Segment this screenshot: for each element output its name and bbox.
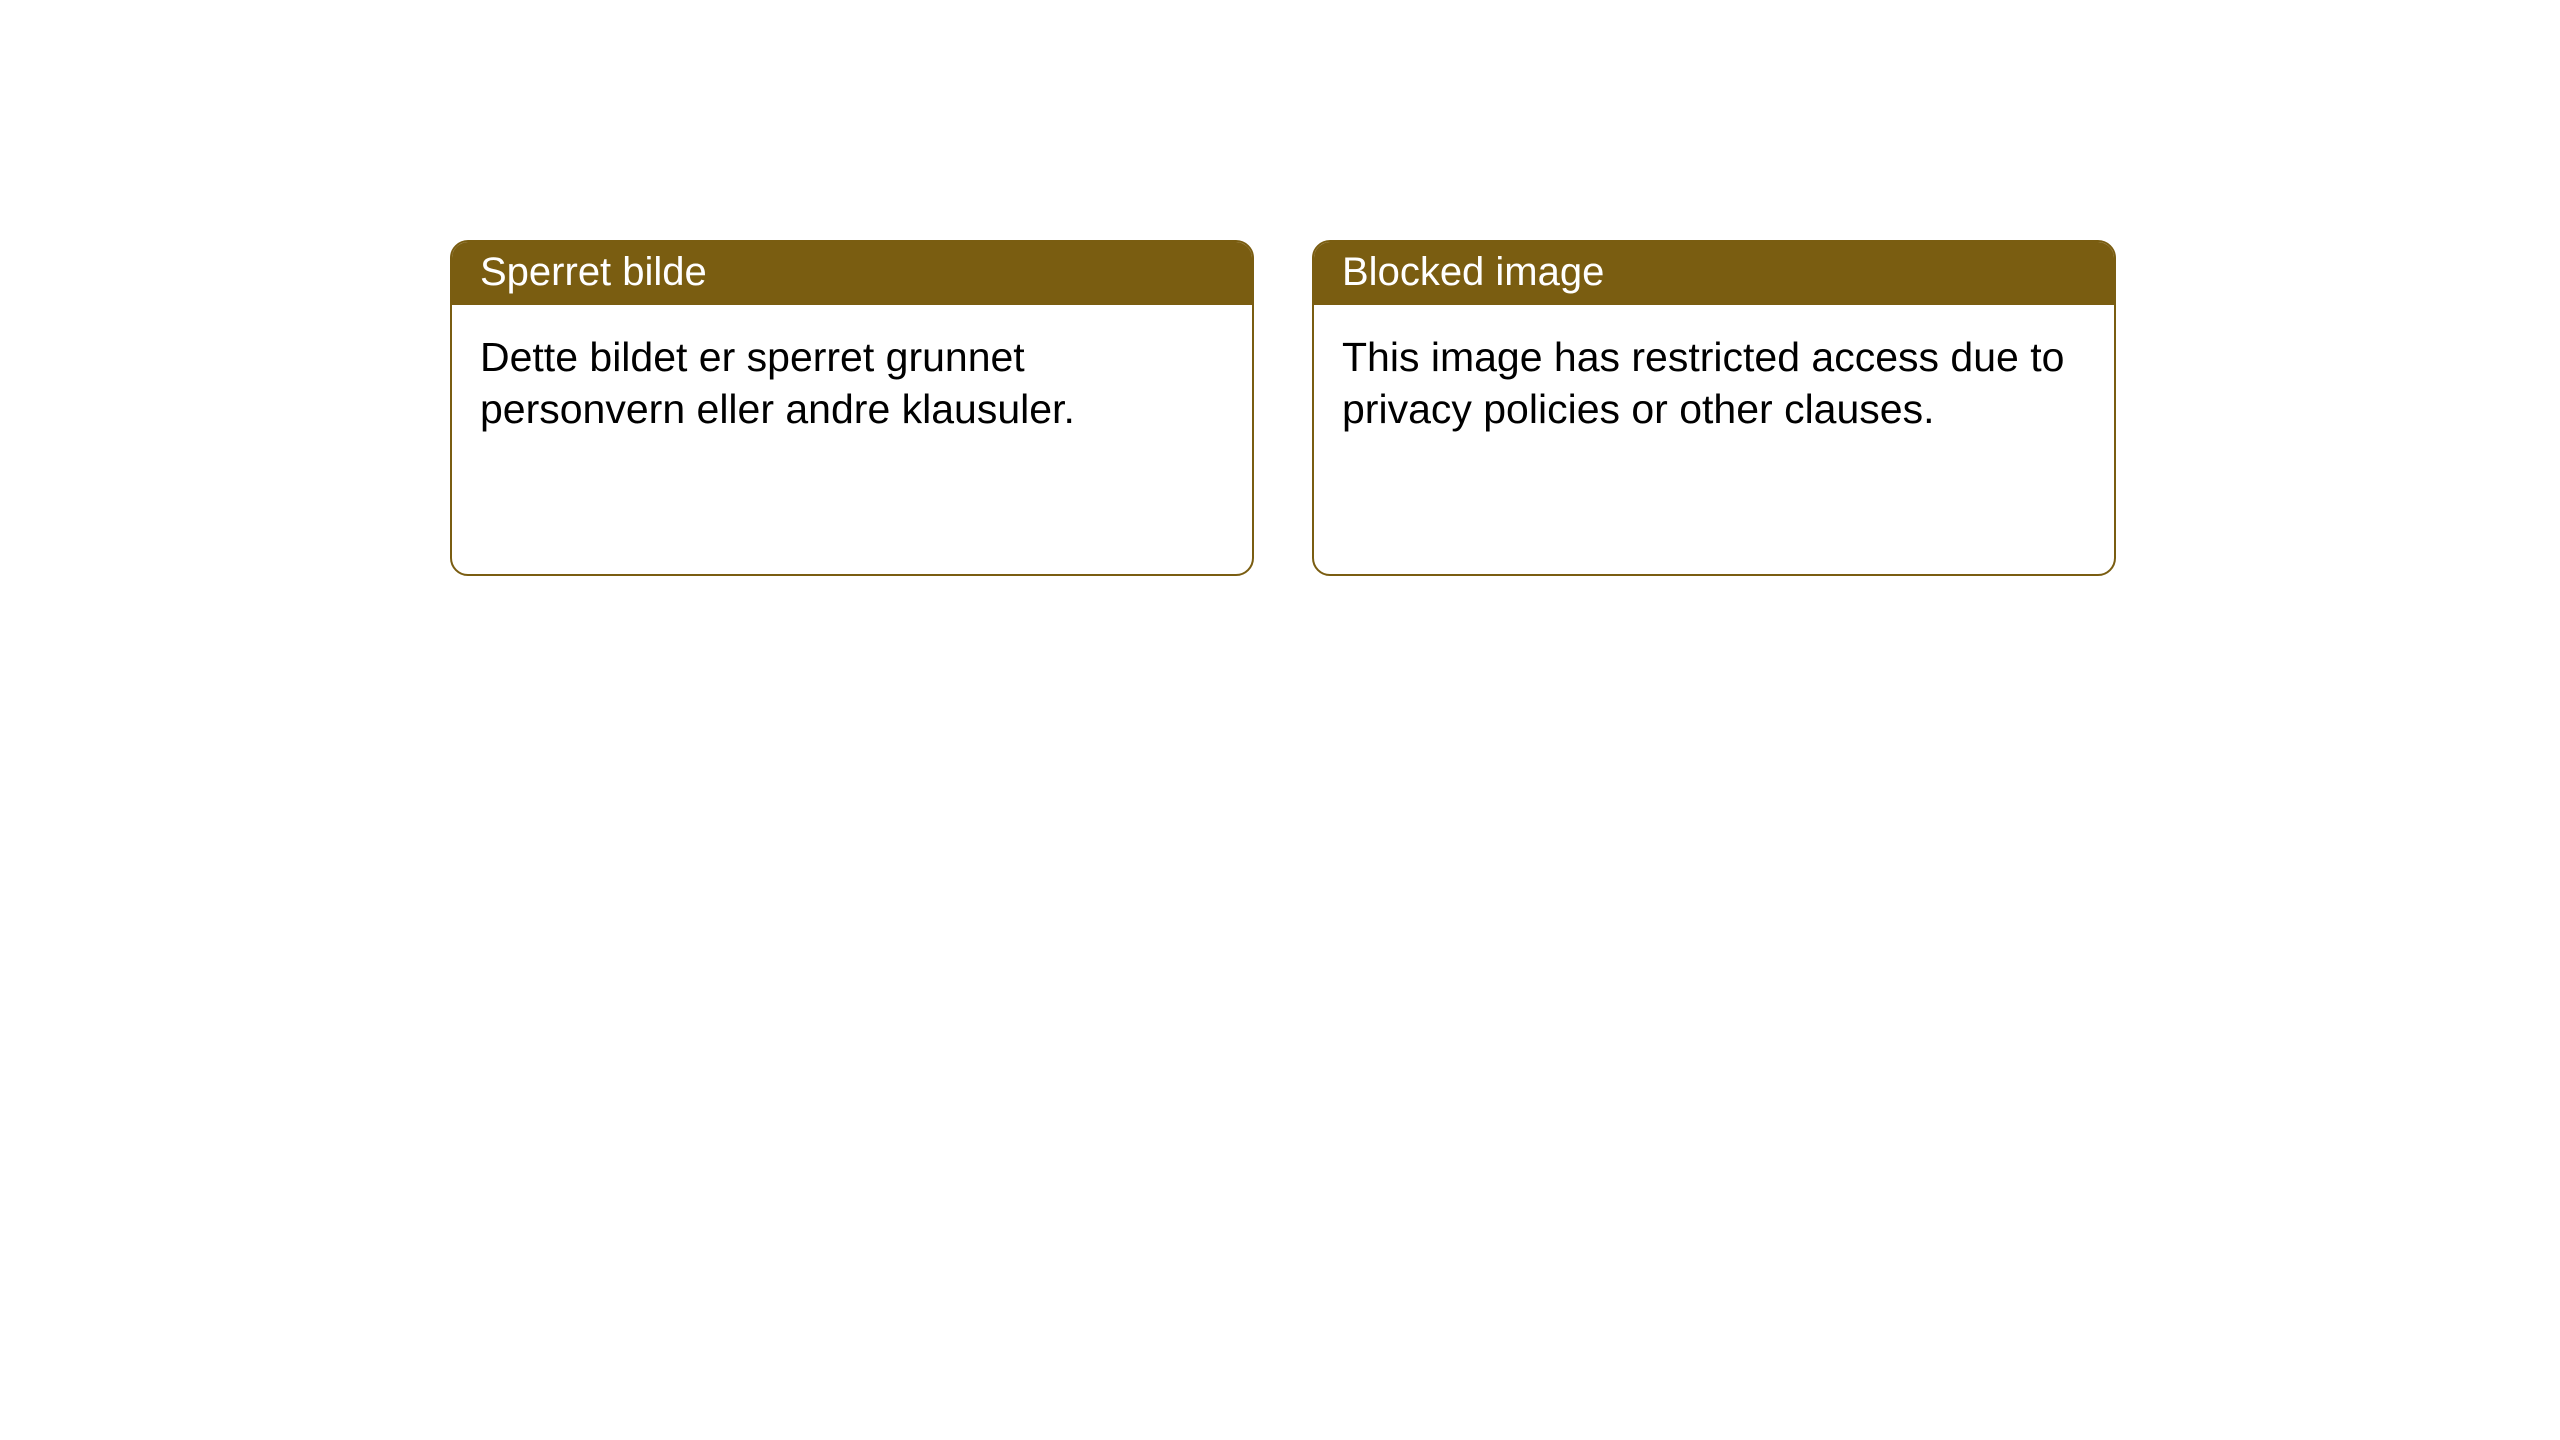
notice-container: Sperret bilde Dette bildet er sperret gr… — [450, 240, 2116, 576]
notice-card-norwegian: Sperret bilde Dette bildet er sperret gr… — [450, 240, 1254, 576]
notice-header-norwegian: Sperret bilde — [452, 242, 1252, 305]
notice-header-english: Blocked image — [1314, 242, 2114, 305]
notice-body-english: This image has restricted access due to … — [1314, 305, 2114, 462]
notice-card-english: Blocked image This image has restricted … — [1312, 240, 2116, 576]
notice-body-norwegian: Dette bildet er sperret grunnet personve… — [452, 305, 1252, 462]
